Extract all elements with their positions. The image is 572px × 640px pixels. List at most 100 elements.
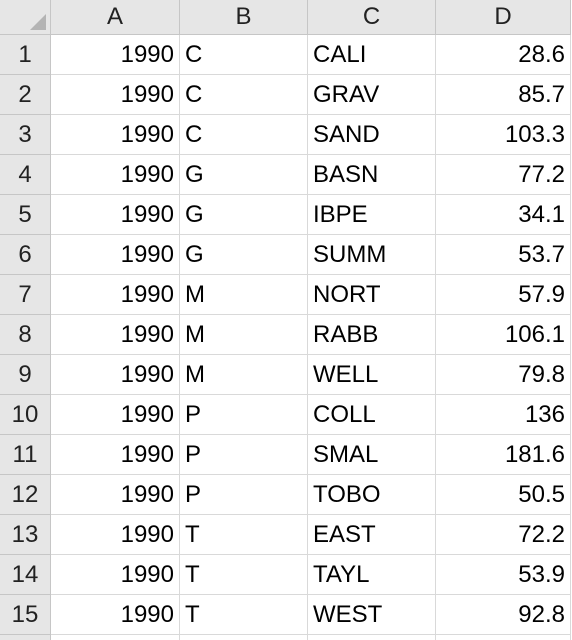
row-header[interactable]: 15 [0, 595, 51, 635]
cell-a[interactable]: 1990 [51, 555, 180, 595]
table-row: 11 1990 P SMAL 181.6 [0, 435, 571, 475]
cell-c[interactable]: SAND [308, 115, 436, 155]
cell-c[interactable]: SMAL [308, 435, 436, 475]
cell-b[interactable]: P [180, 395, 308, 435]
cell-a[interactable]: 1990 [51, 435, 180, 475]
table-row: 14 1990 T TAYL 53.9 [0, 555, 571, 595]
cell-d[interactable]: 28.6 [436, 35, 571, 75]
row-header[interactable]: 9 [0, 355, 51, 395]
cell-a[interactable]: 1990 [51, 115, 180, 155]
cell-d[interactable]: 79.8 [436, 355, 571, 395]
cell-c[interactable]: IBPE [308, 195, 436, 235]
cell-c[interactable]: BASN [308, 155, 436, 195]
cell-c[interactable]: CALI [308, 35, 436, 75]
cell-b[interactable]: M [180, 315, 308, 355]
cell-b[interactable]: C [180, 115, 308, 155]
cell-a[interactable]: 1990 [51, 195, 180, 235]
cell-d[interactable]: 50.5 [436, 475, 571, 515]
cell-d[interactable]: 72.2 [436, 515, 571, 555]
table-row: 8 1990 M RABB 106.1 [0, 315, 571, 355]
cell-a[interactable]: 1990 [51, 475, 180, 515]
column-header-row: A B C D [51, 0, 571, 35]
cell-c[interactable]: RABB [308, 315, 436, 355]
cell-c[interactable]: WELL [308, 355, 436, 395]
cell-d[interactable]: 53.9 [436, 555, 571, 595]
cell-a[interactable]: 1990 [51, 515, 180, 555]
cell-d[interactable]: 136 [436, 395, 571, 435]
cell-a[interactable]: 1990 [51, 235, 180, 275]
cell-d[interactable]: 53.7 [436, 235, 571, 275]
cell-b[interactable]: G [180, 155, 308, 195]
cell-b[interactable]: T [180, 515, 308, 555]
cell-d[interactable]: 181.6 [436, 435, 571, 475]
cell-c[interactable]: COLL [308, 395, 436, 435]
row-header[interactable]: 5 [0, 195, 51, 235]
cell-d[interactable]: 77.2 [436, 155, 571, 195]
cell-a[interactable]: 1990 [51, 155, 180, 195]
column-header-c[interactable]: C [308, 0, 436, 35]
cell-a[interactable]: 1990 [51, 275, 180, 315]
cell-d[interactable]: 92.8 [436, 595, 571, 635]
cell-b[interactable]: M [180, 275, 308, 315]
cell-b[interactable]: G [180, 195, 308, 235]
column-header-a[interactable]: A [51, 0, 180, 35]
row-header[interactable]: 2 [0, 75, 51, 115]
cell-a[interactable]: 1990 [51, 35, 180, 75]
cell-d[interactable]: 106.1 [436, 315, 571, 355]
row-header[interactable]: 13 [0, 515, 51, 555]
cell-d[interactable]: 103.3 [436, 115, 571, 155]
cell-a[interactable]: 1990 [51, 595, 180, 635]
row-header[interactable]: 14 [0, 555, 51, 595]
cell-b[interactable]: P [180, 435, 308, 475]
cell-b[interactable]: C [180, 35, 308, 75]
table-row: 9 1990 M WELL 79.8 [0, 355, 571, 395]
select-all-button[interactable] [0, 0, 51, 35]
cell-b[interactable]: P [180, 475, 308, 515]
cell-c[interactable]: WEST [308, 595, 436, 635]
row-header[interactable]: 12 [0, 475, 51, 515]
table-row: 1 1990 C CALI 28.6 [0, 35, 571, 75]
grid-rows: 1 1990 C CALI 28.6 2 1990 C GRAV 85.7 3 1990 C SAND 10… [0, 35, 571, 635]
table-row: 4 1990 G BASN 77.2 [0, 155, 571, 195]
table-row: 5 1990 G IBPE 34.1 [0, 195, 571, 235]
column-header-d[interactable]: D [436, 0, 571, 35]
table-row: 6 1990 G SUMM 53.7 [0, 235, 571, 275]
row-header[interactable]: 1 [0, 35, 51, 75]
cell-b[interactable]: G [180, 235, 308, 275]
cell-b[interactable]: T [180, 595, 308, 635]
table-row: 10 1990 P COLL 136 [0, 395, 571, 435]
table-row: 12 1990 P TOBO 50.5 [0, 475, 571, 515]
cell-c[interactable]: NORT [308, 275, 436, 315]
cell-a[interactable]: 1990 [51, 315, 180, 355]
column-header-b[interactable]: B [180, 0, 308, 35]
row-header[interactable]: 6 [0, 235, 51, 275]
table-row: 7 1990 M NORT 57.9 [0, 275, 571, 315]
select-all-triangle-icon [30, 14, 46, 30]
cell-b[interactable]: C [180, 75, 308, 115]
partial-next-row [0, 635, 572, 640]
cell-d[interactable]: 85.7 [436, 75, 571, 115]
cell-c[interactable]: TOBO [308, 475, 436, 515]
cell-d[interactable]: 34.1 [436, 195, 571, 235]
cell-b[interactable]: M [180, 355, 308, 395]
row-header[interactable]: 7 [0, 275, 51, 315]
cell-b[interactable]: T [180, 555, 308, 595]
table-row: 15 1990 T WEST 92.8 [0, 595, 571, 635]
cell-a[interactable]: 1990 [51, 75, 180, 115]
row-header[interactable]: 3 [0, 115, 51, 155]
cell-c[interactable]: GRAV [308, 75, 436, 115]
cell-a[interactable]: 1990 [51, 395, 180, 435]
row-header[interactable]: 10 [0, 395, 51, 435]
cell-a[interactable]: 1990 [51, 355, 180, 395]
row-header[interactable]: 11 [0, 435, 51, 475]
cell-c[interactable]: SUMM [308, 235, 436, 275]
table-row: 3 1990 C SAND 103.3 [0, 115, 571, 155]
cell-c[interactable]: EAST [308, 515, 436, 555]
cell-c[interactable]: TAYL [308, 555, 436, 595]
row-header[interactable]: 8 [0, 315, 51, 355]
cell-d[interactable]: 57.9 [436, 275, 571, 315]
table-row: 13 1990 T EAST 72.2 [0, 515, 571, 555]
row-header[interactable]: 4 [0, 155, 51, 195]
table-row: 2 1990 C GRAV 85.7 [0, 75, 571, 115]
